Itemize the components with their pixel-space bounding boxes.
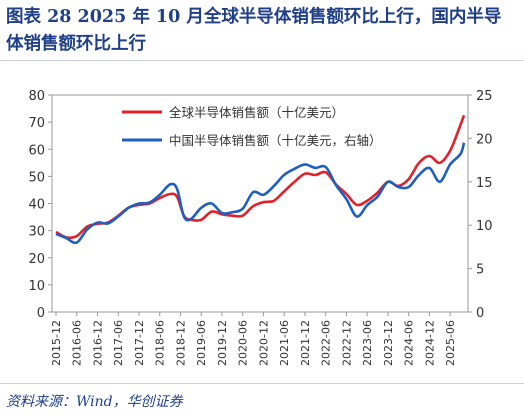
right-y-tick-label: 20 [476,132,493,147]
x-tick-label: 2015-12 [50,320,63,366]
x-tick-label: 2023-06 [361,320,374,366]
x-tick-label: 2018-06 [154,320,167,366]
x-tick-label: 2018-12 [174,320,187,366]
left-y-tick-label: 60 [28,143,45,158]
left-y-tick-label: 50 [28,170,45,185]
x-tick-label: 2024-06 [403,320,416,366]
left-y-tick-label: 40 [28,198,45,213]
x-tick-label: 2017-06 [112,320,125,366]
legend: 全球半导体销售额（十亿美元） 中国半导体销售额（十亿美元，右轴） [122,105,382,148]
right-y-tick-label: 0 [476,306,484,321]
x-tick-label: 2020-06 [237,320,250,366]
right-y-tick-label: 15 [476,176,493,191]
right-y-tick-label: 10 [476,219,493,234]
x-tick-label: 2022-12 [340,320,353,366]
x-tick-label: 2016-06 [71,320,84,366]
footer-divider [0,383,524,384]
x-tick-label: 2020-12 [257,320,270,366]
x-tick-label: 2025-06 [444,320,457,366]
right-y-tick-label: 5 [476,263,484,278]
chart-title: 图表 28 2025 年 10 月全球半导体销售额环比上行，国内半导体销售额环比… [6,7,502,54]
legend-label: 全球半导体销售额（十亿美元） [169,105,344,120]
left-y-tick-label: 30 [28,225,45,240]
x-tick-label: 2024-12 [423,320,436,366]
header-divider [0,60,524,61]
x-tick-label: 2022-06 [320,320,333,366]
right-y-tick-label: 25 [476,89,493,104]
line-chart: 0 10 20 30 40 50 60 70 80 0 5 10 15 20 25 2015-12 2016-0… [28,89,492,366]
left-y-tick-label: 80 [28,89,45,104]
left-y-tick-label: 10 [28,279,45,294]
left-y-tick-label: 20 [28,252,45,267]
x-tick-label: 2016-12 [91,320,104,366]
x-tick-label: 2019-12 [216,320,229,366]
x-tick-label: 2017-12 [133,320,146,366]
china-sales-line [55,142,466,245]
x-tick-label: 2021-06 [278,320,291,366]
source-note: 资料来源：Wind，华创证券 [6,394,183,410]
left-y-tick-label: 0 [37,306,45,321]
legend-label: 中国半导体销售额（十亿美元，右轴） [169,133,382,148]
x-tick-label: 2019-06 [195,320,208,366]
x-tick-label: 2021-12 [299,320,312,366]
left-y-tick-label: 70 [28,116,45,131]
series-lines [55,114,466,245]
x-tick-label: 2023-12 [382,320,395,366]
axes: 0 10 20 30 40 50 60 70 80 0 5 10 15 20 25 2015-12 2016-0… [28,89,492,366]
